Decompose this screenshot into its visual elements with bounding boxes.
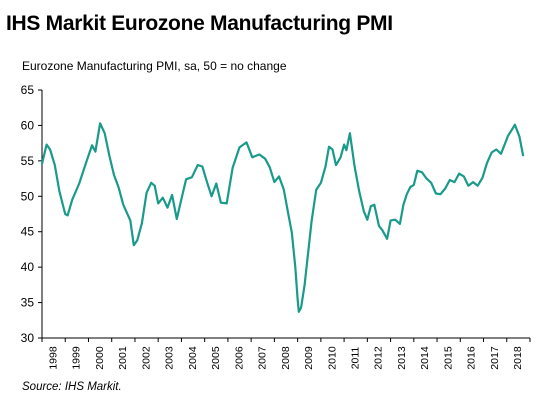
chart-subtitle: Eurozone Manufacturing PMI, sa, 50 = no … bbox=[22, 59, 287, 73]
x-tick-label: 2017 bbox=[489, 346, 501, 370]
y-axis: 30 35 40 45 50 55 60 65 bbox=[21, 83, 43, 345]
x-tick-label: 2004 bbox=[187, 346, 199, 370]
x-tick-label: 2007 bbox=[257, 346, 269, 370]
x-tick-label: 2005 bbox=[210, 346, 222, 370]
y-tick-label: 30 bbox=[21, 331, 35, 345]
x-tick-label: 2010 bbox=[326, 346, 338, 370]
y-tick-label: 35 bbox=[21, 296, 35, 310]
y-tick-label: 60 bbox=[21, 118, 35, 132]
source-note: Source: IHS Markit. bbox=[22, 381, 122, 393]
x-tick-label: 2009 bbox=[303, 346, 315, 370]
x-tick-label: 1998 bbox=[47, 346, 59, 370]
x-tick-label: 2006 bbox=[233, 346, 245, 370]
pmi-series-line bbox=[40, 122, 525, 313]
x-tick-label: 2000 bbox=[94, 346, 106, 370]
x-tick-label: 2012 bbox=[373, 346, 385, 370]
chart-title: IHS Markit Eurozone Manufacturing PMI bbox=[6, 12, 393, 35]
y-tick-label: 65 bbox=[21, 83, 35, 97]
x-tick-label: 1999 bbox=[71, 346, 83, 370]
y-tick-label: 50 bbox=[21, 189, 35, 203]
x-tick-label: 2013 bbox=[396, 346, 408, 370]
x-tick-label: 2003 bbox=[164, 346, 176, 370]
x-tick-label: 2016 bbox=[466, 346, 478, 370]
x-tick-label: 2008 bbox=[280, 346, 292, 370]
x-tick-label: 2015 bbox=[442, 346, 454, 370]
x-tick-label: 2014 bbox=[419, 346, 431, 370]
x-tick-label: 2001 bbox=[117, 346, 129, 370]
x-tick-label: 2011 bbox=[349, 347, 361, 370]
x-tick-label: 2002 bbox=[140, 346, 152, 370]
x-tick-label: 2018 bbox=[512, 346, 524, 370]
y-tick-label: 40 bbox=[21, 260, 35, 274]
y-tick-label: 55 bbox=[21, 154, 35, 168]
x-axis: 1998 1999 2000 2001 2002 2003 2004 2005 2006 2007… bbox=[41, 337, 531, 370]
y-tick-label: 45 bbox=[21, 225, 35, 239]
